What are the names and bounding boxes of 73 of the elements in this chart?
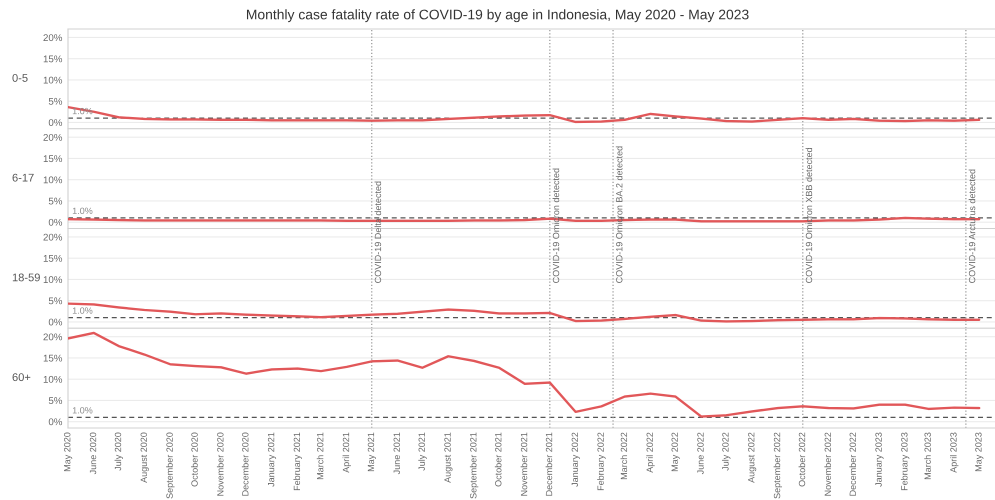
x-tick-label: April 2023 [950, 432, 958, 473]
x-tick-label: October 2021 [494, 432, 502, 486]
ref-line-label: COVID-19 Delta detected [374, 182, 382, 283]
y-tick-label: 20% [43, 134, 62, 141]
x-tick-label: October 2020 [191, 432, 198, 486]
y-tick-label: 0% [48, 318, 62, 326]
ref-line-label: COVID-19 Omicron detected [552, 168, 560, 283]
y-axis-title: 18-59 [12, 273, 40, 282]
ref-line-label: 1.0% [72, 307, 92, 314]
x-tick-label: September 2022 [774, 432, 782, 499]
line-series [68, 302, 980, 323]
y-tick-label: 5% [48, 297, 62, 304]
ref-line-label: COVID-19 Omicron XBB detected [806, 148, 812, 283]
x-tick-label: August 2020 [140, 432, 149, 483]
y-tick-label: 0% [48, 418, 62, 426]
chart-title: Monthly case fatality rate of COVID-19 by age in Indonesia, May 2020 - May 2023 [246, 9, 749, 22]
ref-line-label: 1.0% [72, 208, 92, 214]
x-tick-label: June 2021 [394, 432, 400, 474]
x-tick-label: February 2021 [293, 432, 302, 490]
y-axis-title: 6-17 [12, 174, 34, 182]
x-tick-label: November 2022 [824, 432, 831, 496]
x-tick-label: January 2023 [875, 432, 884, 487]
x-tick-label: December 2021 [546, 432, 552, 496]
x-tick-label: January 2022 [572, 432, 580, 487]
x-tick-label: March 2023 [924, 432, 931, 480]
x-tick-label: May 2023 [975, 432, 984, 472]
ref-line-label: 1.0% [72, 407, 92, 414]
ref-line-label: COVID-19 Arcturus detected [968, 170, 976, 283]
x-tick-label: April 2021 [342, 432, 351, 473]
y-tick-label: 15% [44, 55, 62, 62]
x-tick-label: August 2022 [748, 432, 756, 483]
line-series [68, 106, 980, 124]
x-tick-label: July 2021 [418, 432, 427, 471]
x-tick-label: June 2020 [90, 432, 96, 474]
x-tick-label: December 2020 [242, 432, 248, 496]
x-tick-label: June 2022 [697, 432, 704, 474]
x-tick-label: January 2021 [268, 432, 276, 487]
y-tick-label: 0% [48, 119, 62, 126]
x-tick-label: November 2020 [216, 432, 224, 496]
x-tick-label: October 2022 [798, 432, 806, 486]
x-tick-label: February 2022 [597, 432, 606, 490]
x-tick-label: July 2022 [722, 432, 730, 471]
y-tick-label: 10% [44, 376, 62, 383]
y-tick-label: 10% [44, 176, 62, 184]
y-tick-label: 5% [48, 397, 62, 404]
y-tick-label: 20% [43, 34, 62, 42]
x-tick-label: August 2021 [444, 432, 452, 483]
y-tick-label: 0% [48, 218, 62, 226]
y-tick-label: 15% [44, 155, 62, 162]
ref-line-label: COVID-19 Omicron BA.2 detected [616, 146, 622, 283]
x-tick-label: March 2022 [620, 432, 628, 480]
y-tick-label: 20% [43, 333, 62, 340]
x-tick-label: November 2021 [520, 432, 528, 496]
y-tick-label: 10% [44, 76, 62, 84]
y-tick-label: 10% [44, 276, 62, 284]
y-tick-label: 15% [44, 254, 62, 262]
y-axis-title: 0-5 [12, 74, 28, 82]
x-tick-label: July 2020 [114, 432, 123, 471]
x-tick-label: May 2020 [64, 432, 72, 472]
y-tick-label: 20% [43, 234, 62, 241]
x-tick-label: February 2023 [900, 432, 910, 490]
y-tick-label: 5% [48, 198, 62, 205]
x-tick-label: April 2022 [646, 432, 655, 473]
x-tick-label: May 2022 [671, 432, 680, 472]
x-tick-label: March 2021 [316, 432, 324, 480]
x-tick-label: September 2021 [470, 432, 478, 499]
y-tick-label: 15% [44, 354, 62, 362]
x-tick-label: December 2022 [849, 432, 856, 496]
y-axis-title: 60+ [12, 373, 30, 382]
y-tick-label: 5% [48, 98, 62, 105]
x-tick-label: September 2020 [166, 432, 175, 499]
x-tick-label: May 2021 [368, 432, 376, 472]
line-series [68, 332, 980, 418]
